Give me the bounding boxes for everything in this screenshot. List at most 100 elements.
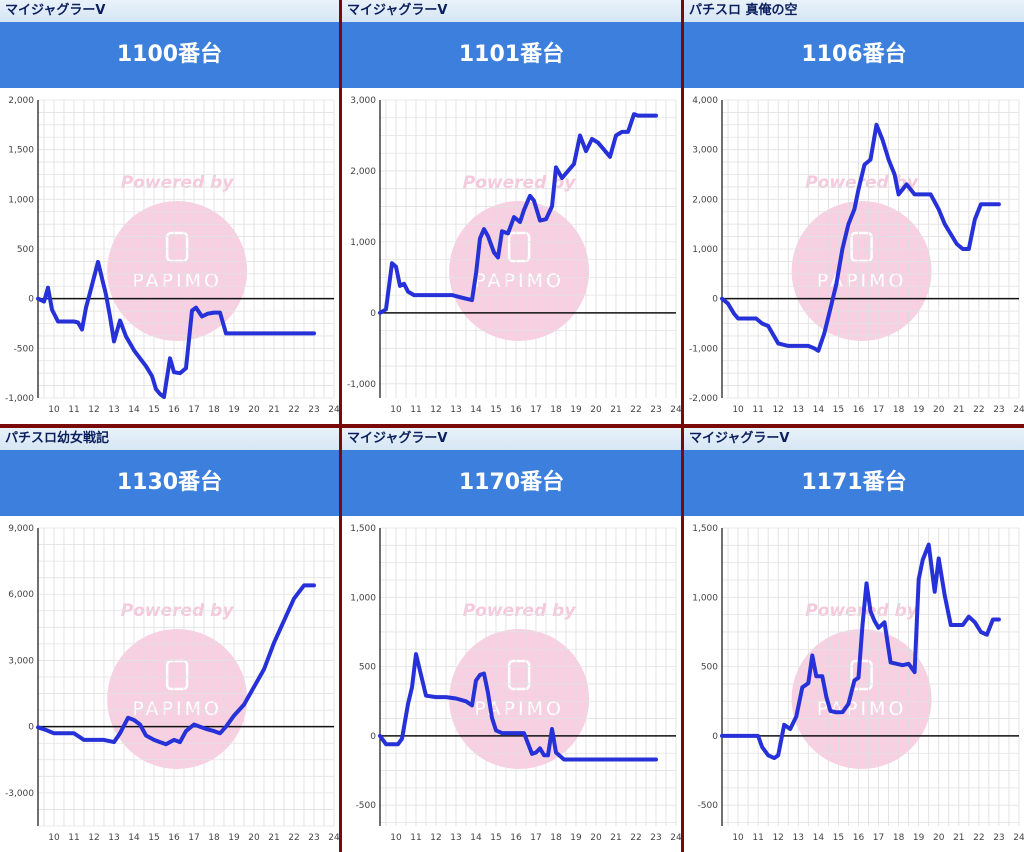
y-tick-label: -1,000 xyxy=(689,344,718,354)
x-tick-label: 19 xyxy=(228,833,240,843)
x-tick-label: 15 xyxy=(490,405,501,415)
x-tick-label: 13 xyxy=(450,833,461,843)
series-line xyxy=(36,583,316,747)
x-tick-label: 16 xyxy=(168,405,180,415)
x-tick-label: 17 xyxy=(530,405,541,415)
y-tick-label: 0 xyxy=(370,732,376,742)
y-tick-label: -3,000 xyxy=(5,789,34,799)
y-tick-label: -500 xyxy=(356,801,377,811)
x-tick-label: 21 xyxy=(268,833,279,843)
x-tick-label: 15 xyxy=(490,833,501,843)
x-tick-label: 14 xyxy=(470,405,482,415)
watermark-phone-icon xyxy=(165,231,189,263)
y-tick-label: -500 xyxy=(14,344,35,354)
x-tick-label: 22 xyxy=(630,833,641,843)
x-tick-label: 18 xyxy=(208,405,220,415)
chart-panel: パチスロ幼女戦記 1130番台 Powered by PAPIMO 9,000 6,0… xyxy=(0,428,339,852)
y-tick-label: 3,000 xyxy=(692,146,718,156)
x-tick-label: 24 xyxy=(328,405,339,415)
x-tick-label: 22 xyxy=(288,833,299,843)
line-chart: Powered byPAPIMO4,0003,0002,0001,0000-1,… xyxy=(689,96,1024,415)
x-tick-label: 12 xyxy=(772,833,783,843)
watermark-logo: PAPIMO xyxy=(132,698,222,720)
y-tick-label: 1,000 xyxy=(692,245,718,255)
x-tick-label: 20 xyxy=(933,833,945,843)
y-tick-label: 4,000 xyxy=(692,96,718,106)
x-tick-label: 18 xyxy=(550,833,562,843)
y-tick-label: 9,000 xyxy=(8,524,34,534)
watermark-phone-icon xyxy=(507,231,531,263)
x-tick-label: 24 xyxy=(1013,833,1024,843)
x-tick-label: 16 xyxy=(510,405,522,415)
x-tick-label: 18 xyxy=(893,405,905,415)
x-tick-label: 15 xyxy=(833,405,844,415)
y-tick-label: 0 xyxy=(712,732,718,742)
y-tick-label: -500 xyxy=(698,801,719,811)
x-tick-label: 14 xyxy=(128,405,140,415)
y-tick-label: -2,000 xyxy=(689,394,718,404)
y-tick-label: 0 xyxy=(712,295,718,305)
x-tick-label: 16 xyxy=(853,405,865,415)
x-tick-label: 10 xyxy=(732,833,744,843)
x-tick-label: 21 xyxy=(610,405,621,415)
x-tick-label: 10 xyxy=(48,405,60,415)
unit-number: 1100番台 xyxy=(0,22,339,88)
x-tick-label: 24 xyxy=(670,833,681,843)
machine-name: マイジャグラーV xyxy=(342,428,681,450)
x-tick-label: 18 xyxy=(893,833,905,843)
x-tick-label: 19 xyxy=(570,833,582,843)
x-tick-label: 10 xyxy=(732,405,744,415)
x-tick-label: 12 xyxy=(430,833,441,843)
x-tick-label: 21 xyxy=(953,405,964,415)
x-tick-label: 13 xyxy=(108,405,119,415)
x-tick-label: 11 xyxy=(752,405,763,415)
x-tick-label: 17 xyxy=(873,833,884,843)
x-tick-label: 14 xyxy=(813,405,825,415)
unit-number: 1130番台 xyxy=(0,450,339,516)
x-tick-label: 10 xyxy=(48,833,60,843)
x-tick-label: 17 xyxy=(188,405,199,415)
x-tick-label: 12 xyxy=(772,405,783,415)
x-tick-label: 16 xyxy=(853,833,865,843)
x-tick-label: 21 xyxy=(268,405,279,415)
watermark-circle xyxy=(449,201,590,341)
x-tick-label: 23 xyxy=(993,833,1004,843)
watermark-logo: PAPIMO xyxy=(474,270,564,292)
y-tick-label: 2,000 xyxy=(692,195,718,205)
y-tick-label: 0 xyxy=(28,723,34,733)
x-tick-label: 13 xyxy=(793,833,804,843)
y-tick-label: 3,000 xyxy=(8,656,34,666)
unit-number: 1171番台 xyxy=(684,450,1024,516)
x-tick-label: 22 xyxy=(973,833,984,843)
machine-name: パチスロ 真俺の空 xyxy=(684,0,1024,22)
y-tick-label: 500 xyxy=(359,663,376,673)
x-tick-label: 19 xyxy=(570,405,582,415)
watermark-logo: PAPIMO xyxy=(817,270,907,292)
chart-panel: パチスロ 真俺の空 1106番台 Powered by PAPIMO 4,000 3,… xyxy=(684,0,1024,424)
y-tick-label: 1,000 xyxy=(8,195,34,205)
x-tick-label: 12 xyxy=(88,405,99,415)
unit-number: 1170番台 xyxy=(342,450,681,516)
x-tick-label: 11 xyxy=(68,833,79,843)
y-tick-label: 500 xyxy=(17,245,34,255)
x-tick-label: 14 xyxy=(813,833,825,843)
chart-panel: マイジャグラーV 1171番台 Powered by PAPIMO 1,500 1,0… xyxy=(684,428,1024,852)
line-chart: Powered byPAPIMO9,0006,0003,0000-3,00010… xyxy=(5,524,339,843)
x-tick-label: 10 xyxy=(390,405,402,415)
x-tick-label: 15 xyxy=(833,833,844,843)
x-tick-label: 19 xyxy=(913,833,925,843)
watermark-circle xyxy=(107,201,248,341)
y-tick-label: 2,000 xyxy=(350,167,376,177)
x-tick-label: 19 xyxy=(228,405,240,415)
y-tick-label: 1,000 xyxy=(350,593,376,603)
x-tick-label: 14 xyxy=(128,833,140,843)
x-tick-label: 11 xyxy=(68,405,79,415)
x-tick-label: 23 xyxy=(993,405,1004,415)
x-tick-label: 22 xyxy=(630,405,641,415)
x-tick-label: 22 xyxy=(288,405,299,415)
x-tick-label: 24 xyxy=(670,405,681,415)
y-tick-label: 3,000 xyxy=(350,96,376,106)
x-tick-label: 17 xyxy=(873,405,884,415)
unit-number: 1101番台 xyxy=(342,22,681,88)
